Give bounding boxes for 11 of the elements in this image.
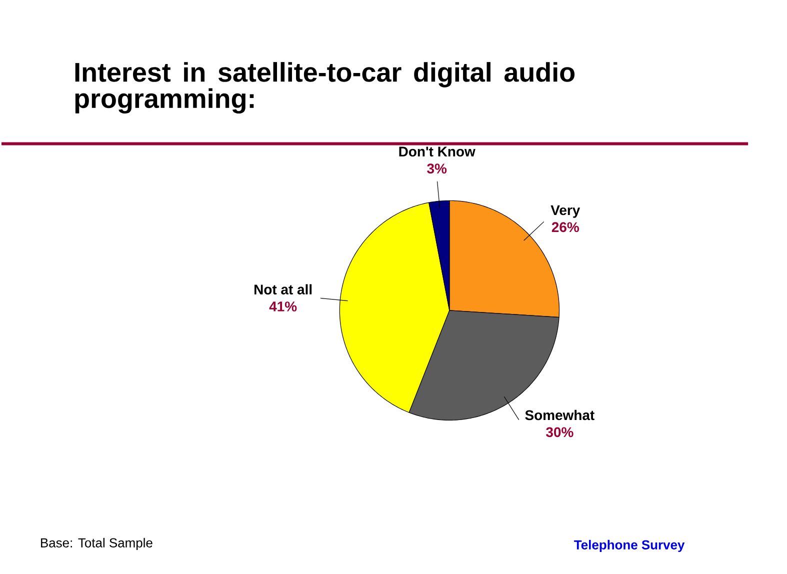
slice-label: Somewhat	[525, 410, 594, 420]
slice-label: Don't Know	[399, 146, 476, 157]
text: Base: Total Sample	[41, 538, 152, 550]
chart-title: Interest in satellite-to-car digital audio programming:	[75, 62, 575, 114]
data-label: 26%	[552, 222, 579, 232]
slice-label: Not at all	[254, 284, 312, 295]
text: Telephone Survey	[574, 540, 685, 552]
slice-label: Very	[550, 205, 580, 218]
data-label: 30%	[546, 427, 574, 438]
data-label: 41%	[269, 302, 297, 312]
data-label: 3%	[427, 164, 447, 174]
